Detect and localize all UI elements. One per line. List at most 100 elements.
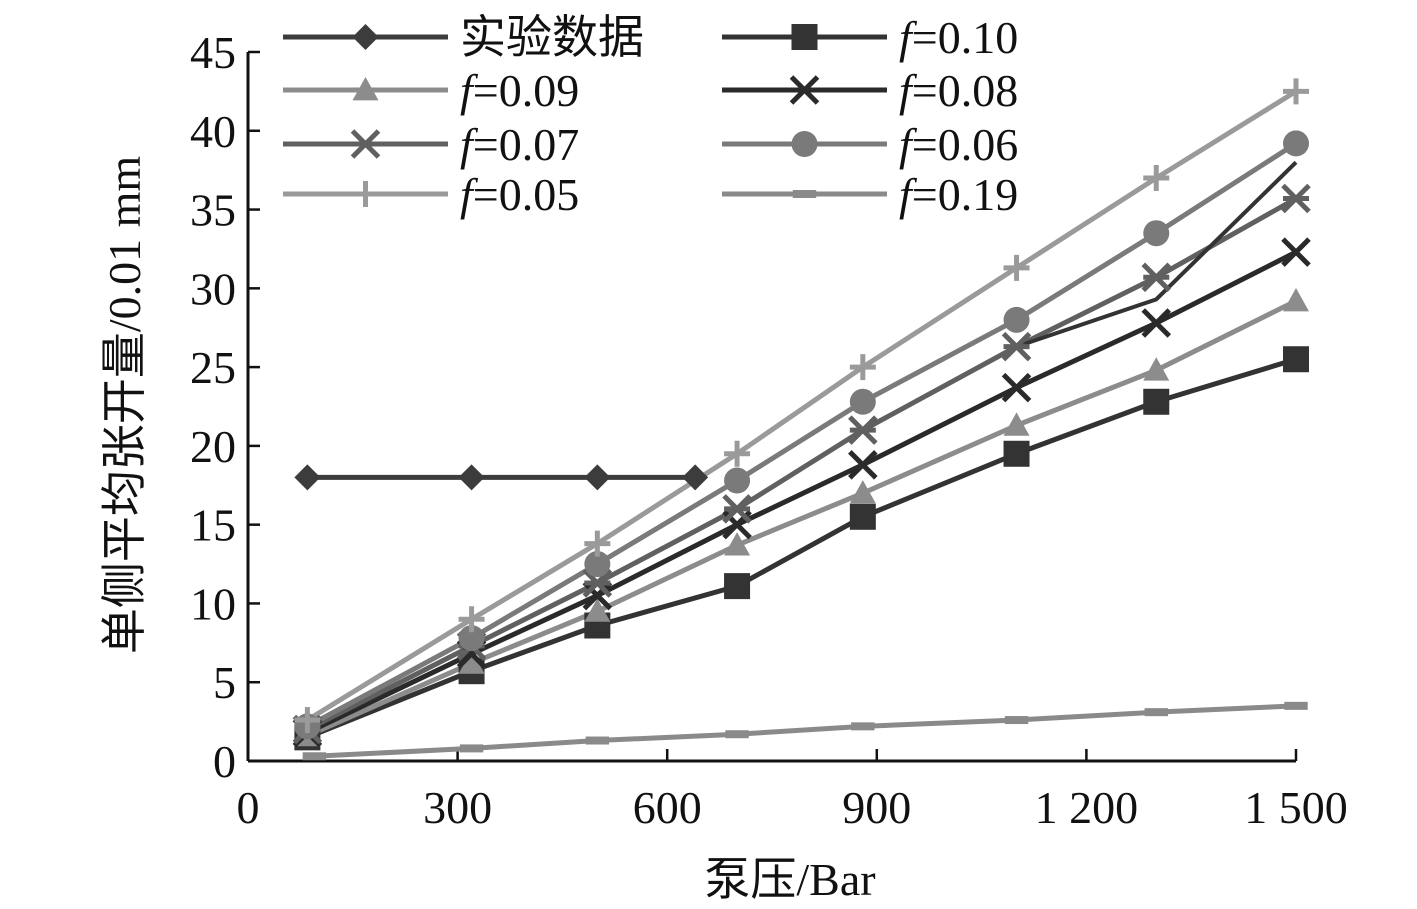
- marker-square: [791, 24, 818, 50]
- legend-item: 实验数据: [283, 12, 644, 63]
- legend-label: f=0.19: [899, 169, 1018, 220]
- marker-triangle: [849, 480, 876, 504]
- axes: [246, 52, 1296, 763]
- marker-square: [1003, 440, 1030, 467]
- series-lines: [306, 89, 1298, 759]
- y-tick-label: 10: [190, 578, 236, 629]
- marker-plus: [584, 530, 611, 557]
- marker-dash: [459, 744, 484, 753]
- marker-star: [1141, 262, 1172, 293]
- marker-plus: [849, 354, 876, 381]
- legend-item: f=0.08: [722, 65, 1018, 116]
- marker-dash: [585, 736, 610, 745]
- marker-triangle: [352, 77, 379, 101]
- y-tick-label: 40: [190, 106, 236, 157]
- x-tick-label: 1 500: [1244, 782, 1348, 833]
- marker-x: [789, 75, 820, 105]
- marker-diamond: [584, 464, 611, 491]
- y-tick-label: 0: [213, 736, 236, 787]
- legend-item: f=0.10: [722, 12, 1018, 63]
- marker-dash: [725, 730, 749, 739]
- marker-star: [848, 415, 878, 445]
- marker-dash: [792, 190, 817, 198]
- legend-item: f=0.06: [722, 119, 1018, 170]
- marker-dash: [1004, 716, 1029, 725]
- x-tick-label: 900: [842, 782, 911, 833]
- marker-diamond: [294, 464, 321, 491]
- y-tick-label: 30: [190, 263, 236, 314]
- legend-item: f=0.07: [283, 119, 579, 170]
- series-line: [306, 298, 1298, 739]
- marker-triangle: [458, 650, 485, 674]
- y-tick-label: 45: [190, 27, 236, 78]
- x-tick-label: 300: [423, 782, 492, 833]
- marker-dash: [1284, 701, 1308, 710]
- marker-plus: [458, 606, 485, 633]
- marker-plus: [1143, 165, 1170, 192]
- x-tick-label: 600: [633, 782, 702, 833]
- marker-triangle: [1283, 287, 1309, 312]
- marker-star: [1281, 183, 1311, 214]
- marker-star: [1001, 331, 1032, 362]
- legend-item: f=0.09: [283, 65, 579, 116]
- marker-diamond: [458, 464, 485, 491]
- legend-label: 实验数据: [460, 12, 644, 63]
- marker-x: [1001, 372, 1032, 403]
- marker-plus: [352, 181, 379, 207]
- y-tick-label: 25: [190, 342, 236, 393]
- marker-circle: [458, 625, 485, 652]
- marker-x: [1281, 237, 1311, 267]
- legend-label: f=0.09: [460, 65, 579, 116]
- marker-square: [849, 503, 876, 530]
- marker-triangle: [1143, 357, 1170, 381]
- marker-square: [1283, 346, 1309, 373]
- legend: 实验数据 f=0.10 f=0.09 f=0.08 f=0.07 f=0.06 f=0.05…: [283, 12, 1018, 220]
- marker-square: [1143, 388, 1170, 415]
- axis-ticks: 0 5 10 15 20 25 30 35 40 45 0 300 600 900 1 200 1 500: [190, 27, 1348, 833]
- series-line: [306, 196, 1298, 732]
- marker-square: [724, 573, 751, 600]
- marker-star: [722, 494, 752, 524]
- marker-circle: [724, 467, 751, 494]
- marker-plus: [1283, 78, 1309, 105]
- marker-circle: [1283, 130, 1309, 157]
- y-tick-label: 15: [190, 500, 236, 551]
- x-tick-label: 1 200: [1035, 782, 1139, 833]
- marker-dash: [302, 752, 327, 761]
- series-line: [306, 249, 1298, 735]
- marker-circle: [791, 131, 818, 157]
- y-tick-label: 5: [213, 657, 236, 708]
- marker-triangle: [584, 598, 611, 622]
- legend-item: f=0.19: [722, 169, 1018, 220]
- marker-triangle: [1003, 412, 1030, 436]
- marker-diamond: [682, 464, 709, 491]
- marker-plus: [724, 440, 751, 467]
- marker-star: [582, 568, 613, 598]
- legend-label: f=0.05: [460, 169, 579, 220]
- legend-label: f=0.08: [899, 65, 1018, 116]
- series-line: [314, 703, 1297, 759]
- y-axis-title: 单侧平均张开量/0.01 mm: [99, 156, 150, 655]
- series-line: [306, 141, 1298, 729]
- series-line-segment: [1015, 160, 1298, 349]
- marker-circle: [849, 388, 876, 415]
- legend-label: f=0.07: [460, 119, 579, 170]
- marker-circle: [1143, 220, 1170, 247]
- legend-label: f=0.10: [899, 12, 1018, 63]
- marker-triangle: [724, 532, 751, 556]
- marker-circle: [584, 551, 611, 578]
- marker-dash: [851, 722, 875, 731]
- y-tick-label: 20: [190, 421, 236, 472]
- marker-dash: [1144, 708, 1168, 717]
- series-line: [306, 356, 1297, 740]
- series-line: [306, 89, 1298, 723]
- marker-plus: [1003, 254, 1030, 281]
- legend-item: f=0.05: [283, 169, 579, 220]
- marker-x: [1141, 308, 1172, 338]
- legend-label: f=0.06: [899, 119, 1018, 170]
- x-axis-title: 泵压/Bar: [704, 854, 875, 905]
- marker-x: [848, 450, 878, 480]
- x-tick-label: 0: [237, 782, 260, 833]
- marker-x: [582, 580, 613, 611]
- marker-plus: [294, 707, 321, 734]
